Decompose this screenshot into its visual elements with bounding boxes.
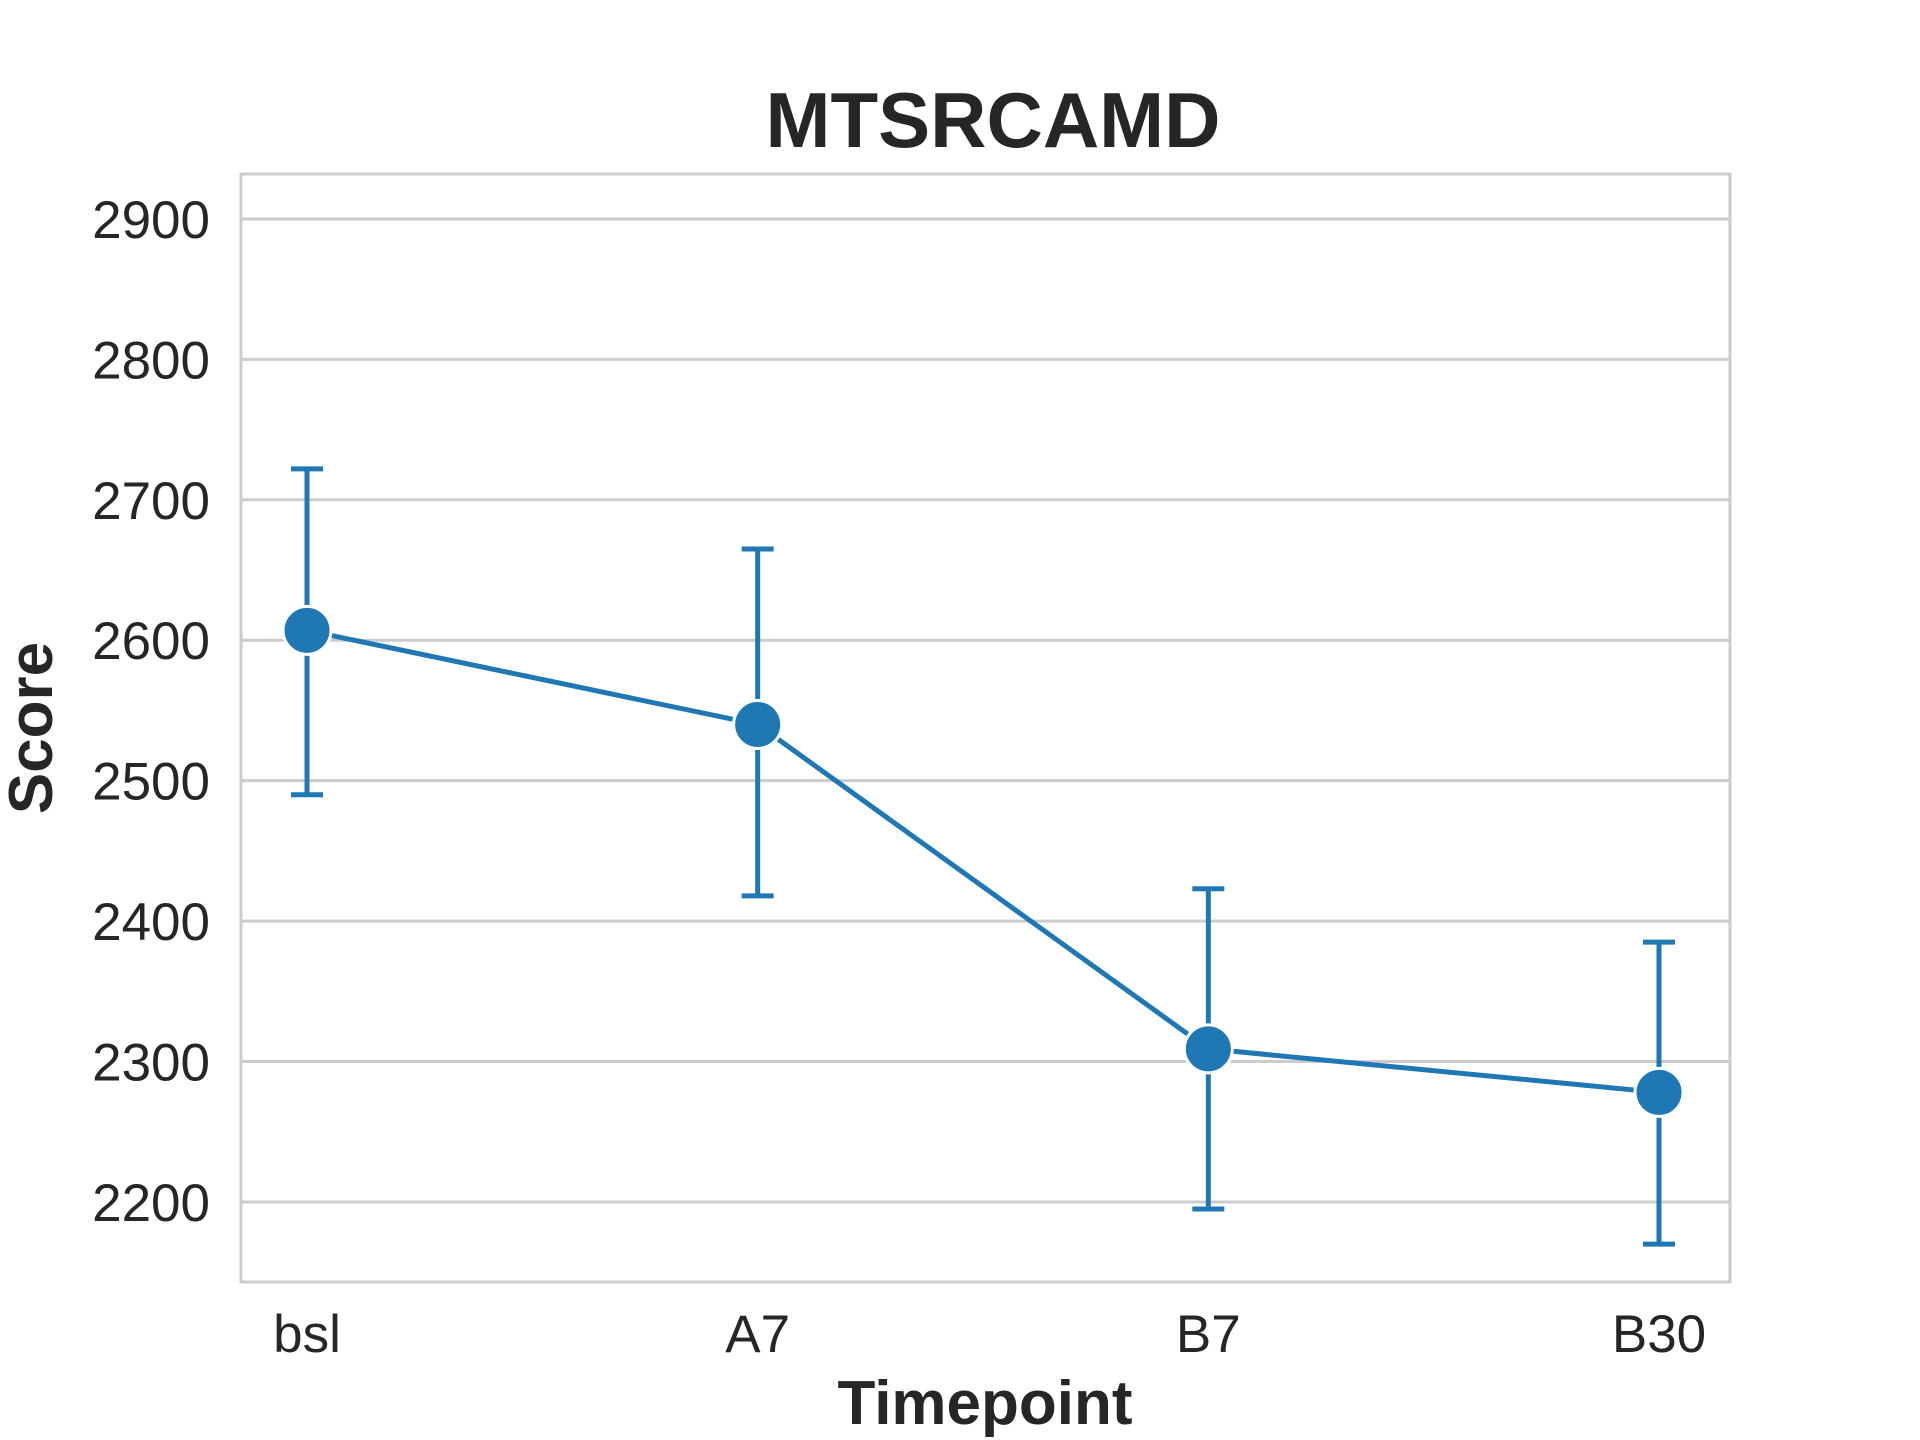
y-tick-label: 2300 bbox=[92, 1034, 210, 1093]
x-tick-label: B30 bbox=[1612, 1305, 1706, 1364]
data-point bbox=[1633, 1066, 1685, 1118]
chart-title: MTSRCAMD bbox=[766, 76, 1221, 164]
series bbox=[281, 466, 1685, 1247]
y-tick-label: 2600 bbox=[92, 612, 210, 671]
series-line bbox=[306, 627, 1660, 1095]
y-tick-label: 2200 bbox=[92, 1174, 210, 1233]
x-tick-label: B7 bbox=[1176, 1305, 1241, 1364]
x-axis-label: Timepoint bbox=[837, 1369, 1132, 1438]
data-point bbox=[281, 604, 333, 656]
x-tick-label: bsl bbox=[273, 1305, 341, 1364]
y-tick-label: 2500 bbox=[92, 753, 210, 812]
plot-frame bbox=[239, 172, 1732, 1284]
y-tick-label: 2400 bbox=[92, 893, 210, 952]
gridlines bbox=[241, 217, 1730, 1204]
x-tick-labels: bsl A7 B7 B30 bbox=[273, 1305, 1706, 1364]
y-tick-labels: 2200 2300 2400 2500 2600 2700 2800 2900 bbox=[92, 191, 210, 1233]
data-point bbox=[732, 698, 784, 750]
y-tick-label: 2900 bbox=[92, 191, 210, 250]
data-point bbox=[1182, 1023, 1234, 1075]
y-tick-label: 2700 bbox=[92, 472, 210, 531]
y-axis-label: Score bbox=[0, 642, 66, 814]
x-tick-label: A7 bbox=[725, 1305, 790, 1364]
y-tick-label: 2800 bbox=[92, 331, 210, 390]
